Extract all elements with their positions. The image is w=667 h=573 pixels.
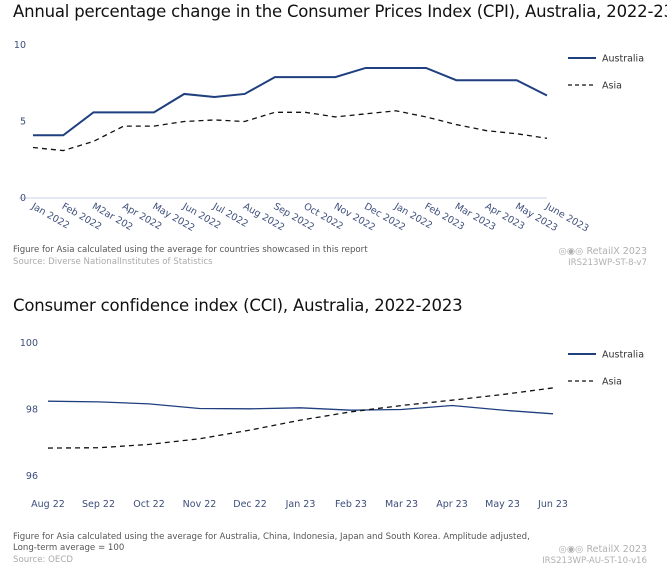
chart1-credit: ◎◉◎ RetailX 2023 IRS213WP-ST-8-v7 — [559, 246, 647, 269]
x-tick-label: Apr 23 — [436, 499, 468, 510]
x-tick-label: Oct 22 — [133, 499, 165, 510]
series-line-asia — [47, 387, 554, 449]
series-line-australia — [47, 400, 554, 415]
chart2-code: IRS213WP-AU-ST-10-v16 — [542, 556, 647, 566]
series-line-australia — [33, 66, 548, 137]
cc-license-icons: ◎◉◎ — [558, 544, 587, 555]
chart1-title: Annual percentage change in the Consumer… — [13, 2, 667, 21]
y-tick-label: 96 — [26, 471, 38, 482]
x-tick-label: Aug 22 — [31, 499, 65, 510]
x-tick-label: May 23 — [485, 499, 520, 510]
cc-license-icons: ◎◉◎ — [558, 246, 587, 257]
y-tick-label: 0 — [20, 193, 26, 204]
x-tick-label: Mar 23 — [385, 499, 418, 510]
x-tick-label: Nov 22 — [183, 499, 217, 510]
x-tick-label: Feb 23 — [335, 499, 367, 510]
x-tick-label: Dec 22 — [233, 499, 267, 510]
y-tick-label: 10 — [14, 40, 26, 51]
legend-label-australia: Australia — [602, 350, 644, 361]
chart2-title: Consumer confidence index (CCI), Austral… — [13, 296, 463, 315]
cci-chart: 96 98 100 Aug 22 Sep 22 Oct 22 Nov 22 Dec 22 Jan… — [20, 338, 644, 510]
x-tick-label: Jun 23 — [537, 499, 568, 510]
chart1-code: IRS213WP-ST-8-v7 — [568, 258, 647, 268]
legend-label-asia: Asia — [602, 377, 622, 388]
y-tick-label: 5 — [20, 117, 26, 128]
chart1-credit-text: RetailX 2023 — [586, 246, 647, 257]
chart2-source: Source: OECD — [13, 555, 73, 565]
chart2-note: Figure for Asia calculated using the ave… — [13, 532, 530, 553]
x-tick-label: Sep 22 — [82, 499, 115, 510]
y-tick-label: 98 — [26, 405, 38, 416]
legend-label-asia: Asia — [602, 81, 622, 92]
chart1-note: Figure for Asia calculated using the ave… — [13, 245, 368, 255]
series-line-asia — [32, 110, 548, 152]
chart1-source: Source: Diverse NationalInstitutes of St… — [13, 257, 213, 267]
x-tick-label: Jan 23 — [285, 499, 316, 510]
chart2-credit-text: RetailX 2023 — [586, 544, 647, 555]
legend-label-australia: Australia — [602, 54, 644, 65]
chart2-credit: ◎◉◎ RetailX 2023 IRS213WP-AU-ST-10-v16 — [542, 544, 647, 567]
y-tick-label: 100 — [20, 338, 38, 349]
